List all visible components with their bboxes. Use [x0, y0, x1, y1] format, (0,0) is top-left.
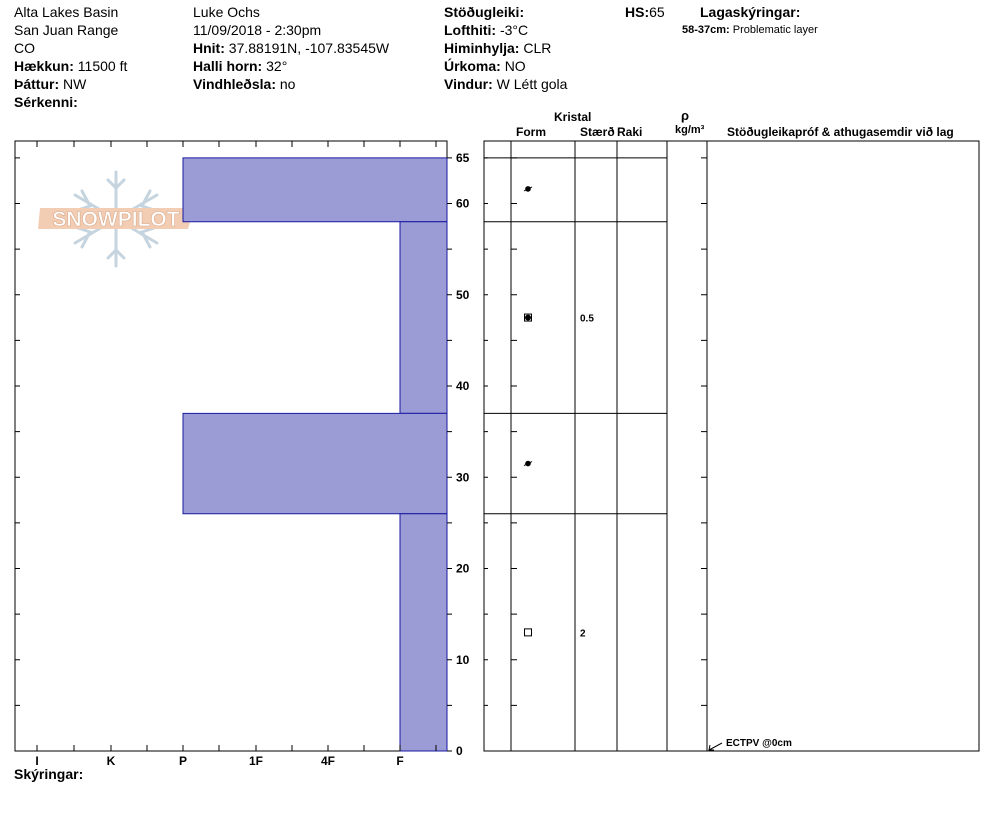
snow-height: HS:65: [625, 3, 665, 21]
hardness-label-P: P: [179, 754, 187, 768]
test-result-pointer: [708, 742, 723, 751]
hardness-label-F: F: [396, 754, 403, 768]
stability-label: Stöðugleiki:: [444, 4, 525, 20]
aspect: Þáttur: NW: [14, 75, 86, 93]
hardness-bar-4: [399, 513, 448, 752]
wind: Vindur: W Létt gola: [444, 75, 567, 93]
form-header: Form: [516, 125, 546, 139]
faceted-rounded-icon-fill: [525, 314, 531, 321]
elevation: Hækkun: 11500 ft: [14, 57, 127, 75]
wind-loading-label: Vindhleðsla:: [193, 76, 276, 92]
aspect-value: NW: [63, 76, 87, 92]
elevation-label: Hækkun:: [14, 58, 74, 74]
faceted-rounded-icon: [524, 313, 532, 322]
precip-label: Úrkoma:: [444, 58, 501, 74]
coords-value: 37.88191N, -107.83545W: [228, 40, 390, 56]
depth-label-50: 50: [456, 288, 470, 302]
wind-value: W Létt gola: [496, 76, 568, 92]
moisture-header: Raki: [617, 125, 643, 139]
depth-label-10: 10: [456, 653, 470, 667]
legend-entry: 58-37cm: Problematic layer: [682, 24, 818, 37]
slope-value: 32°: [266, 58, 288, 74]
precip-particle-icon-stroke: [523, 186, 533, 192]
slope-label: Halli horn:: [193, 58, 263, 74]
depth-label-65: 65: [456, 151, 470, 165]
crystal-header: Kristal: [554, 110, 592, 124]
wind-loading-value: no: [279, 76, 296, 92]
precip-particle-icon-stroke: [523, 461, 533, 467]
slope-angle: Halli horn: 32°: [193, 57, 287, 75]
wind-label: Vindur:: [444, 76, 493, 92]
table-frame: [483, 140, 980, 752]
precip-value: NO: [504, 58, 526, 74]
tests-header: Stöðugleikapróf & athugasemdir við lag: [727, 126, 954, 139]
aspect-label: Þáttur:: [14, 76, 60, 92]
state: CO: [14, 40, 35, 56]
legend-text: Problematic layer: [732, 24, 818, 36]
air-temperature: Lofthiti: -3°C: [444, 21, 528, 39]
depth-label-0: 0: [456, 744, 463, 758]
wind-loading: Vindhleðsla: no: [193, 75, 295, 93]
test-result-label: ECTPV @0cm: [726, 738, 792, 749]
coords-label: Hnit:: [193, 40, 225, 56]
hardness-label-1F: 1F: [249, 754, 263, 768]
precipitation: Úrkoma: NO: [444, 57, 526, 75]
sky-value: CLR: [523, 40, 552, 56]
crystal-size-label-2: 0.5: [580, 314, 594, 325]
hardness-bar-1: [182, 157, 448, 223]
hardness-bar-3: [182, 412, 448, 515]
faceted-icon: [524, 628, 532, 637]
hs-label: HS:: [625, 4, 650, 20]
size-header: Stærð: [580, 125, 615, 139]
hardness-label-I: I: [35, 754, 38, 768]
mountain-range: San Juan Range: [14, 22, 119, 38]
coordinates: Hnit: 37.88191N, -107.83545W: [193, 39, 389, 57]
rho-header: ρ: [681, 108, 690, 123]
air-temp-label: Lofthiti:: [444, 22, 497, 38]
logo-text: SNOWPILOT: [52, 208, 179, 231]
hardness-label-4F: 4F: [321, 754, 335, 768]
depth-label-20: 20: [456, 562, 470, 576]
elevation-value: 11500 ft: [77, 58, 128, 74]
sky-label: Himinhylja:: [444, 40, 520, 56]
location-name: Alta Lakes Basin: [14, 4, 119, 20]
observation-datetime: 11/09/2018 - 2:30pm: [193, 22, 322, 38]
air-temp-value: -3°C: [499, 22, 529, 38]
legend-title: Lagaskýringar:: [700, 4, 801, 20]
notes-label: Skýringar:: [14, 766, 84, 782]
sky-cover: Himinhylja: CLR: [444, 39, 551, 57]
features-label: Sérkenni:: [14, 94, 78, 110]
density-unit-header: kg/m³: [675, 124, 705, 136]
depth-label-60: 60: [456, 197, 470, 211]
hardness-label-K: K: [107, 754, 116, 768]
depth-label-40: 40: [456, 379, 470, 393]
snowpilot-logo: SNOWPILOT: [38, 170, 194, 268]
depth-label-30: 30: [456, 470, 470, 484]
crystal-size-label-4: 2: [580, 628, 586, 639]
test-result-arrowhead: [708, 744, 714, 751]
hs-value: 65: [649, 4, 665, 20]
legend-range: 58-37cm:: [682, 24, 730, 36]
observer-name: Luke Ochs: [193, 4, 260, 20]
